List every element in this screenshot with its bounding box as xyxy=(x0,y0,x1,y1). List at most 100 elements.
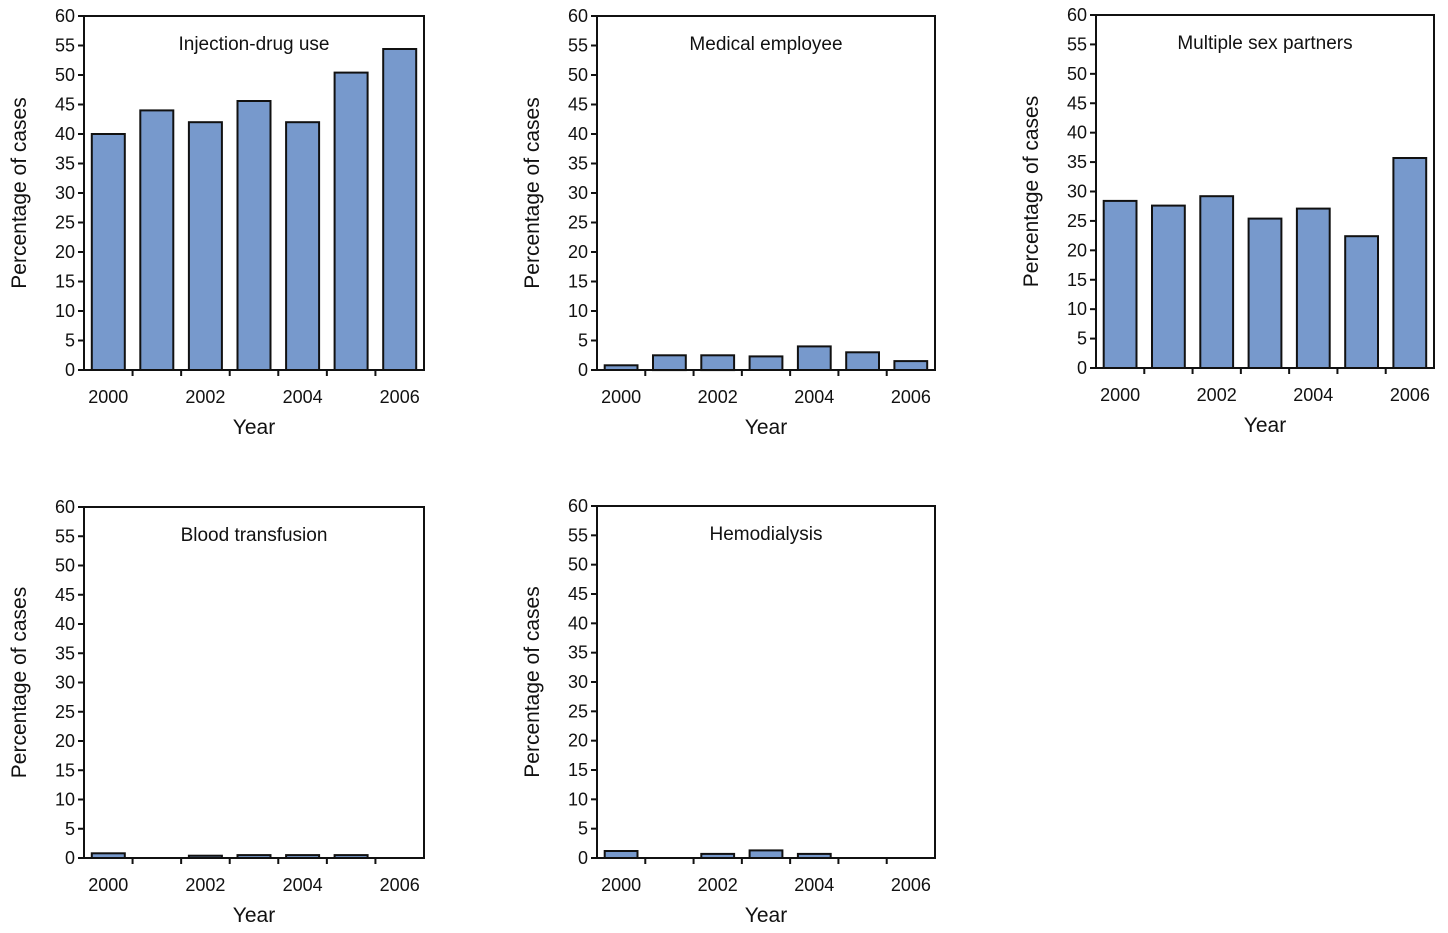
x-tick-label-2004: 2004 xyxy=(1293,385,1333,405)
y-tick-label-40: 40 xyxy=(1067,123,1087,143)
y-tick-label-0: 0 xyxy=(578,848,588,868)
y-tick-label-20: 20 xyxy=(55,242,75,262)
bar-2004 xyxy=(285,121,321,371)
y-tick-label-10: 10 xyxy=(568,789,588,809)
x-tick-label-2000: 2000 xyxy=(601,875,641,895)
bar-2006 xyxy=(382,48,418,371)
bar-2005 xyxy=(333,71,369,371)
y-tick-label-55: 55 xyxy=(568,36,588,56)
x-tick-label-2006: 2006 xyxy=(891,387,931,407)
y-tick-label-25: 25 xyxy=(55,702,75,722)
bar-2001 xyxy=(139,109,175,372)
y-tick-label-35: 35 xyxy=(568,154,588,174)
y-tick-label-35: 35 xyxy=(55,643,75,663)
x-tick-label-2006: 2006 xyxy=(380,875,420,895)
panel-title: Hemodialysis xyxy=(710,524,823,545)
y-tick-label-60: 60 xyxy=(1067,5,1087,25)
x-tick-label-2002: 2002 xyxy=(1197,385,1237,405)
bar-2006 xyxy=(893,360,929,372)
chart-panel-5: 0 5 10 15 20 25 30 35 40 45 50 55 60 2000 2002 2004 2006… xyxy=(521,496,936,927)
x-tick-label-2006: 2006 xyxy=(1390,385,1430,405)
x-tick-label-2002: 2002 xyxy=(698,875,738,895)
y-tick-label-15: 15 xyxy=(55,760,75,780)
bar-2005 xyxy=(845,351,881,371)
bar-2002 xyxy=(700,354,736,372)
y-tick-label-5: 5 xyxy=(1077,329,1087,349)
y-tick-label-30: 30 xyxy=(55,183,75,203)
y-tick-label-60: 60 xyxy=(568,6,588,26)
y-tick-label-30: 30 xyxy=(568,672,588,692)
y-tick-label-25: 25 xyxy=(1067,211,1087,231)
bar-2004 xyxy=(796,345,832,371)
y-tick-label-20: 20 xyxy=(1067,240,1087,260)
y-tick-label-40: 40 xyxy=(568,124,588,144)
x-tick-label-2004: 2004 xyxy=(283,875,323,895)
x-tick-label-2004: 2004 xyxy=(283,387,323,407)
y-tick-label-20: 20 xyxy=(568,731,588,751)
x-tick-label-2002: 2002 xyxy=(698,387,738,407)
chart-panel-3: 0 5 10 15 20 25 30 35 40 45 50 55 60 2000 2002 2004 2006… xyxy=(1020,5,1435,437)
y-tick-label-20: 20 xyxy=(568,242,588,262)
x-tick-label-2000: 2000 xyxy=(601,387,641,407)
panel-title: Medical employee xyxy=(689,34,842,55)
y-tick-label-60: 60 xyxy=(568,496,588,516)
y-tick-label-15: 15 xyxy=(568,272,588,292)
y-tick-label-40: 40 xyxy=(55,124,75,144)
x-axis-title: Year xyxy=(233,416,275,439)
bar-2000 xyxy=(603,850,639,859)
y-tick-label-0: 0 xyxy=(578,360,588,380)
y-tick-label-50: 50 xyxy=(1067,64,1087,84)
y-tick-label-50: 50 xyxy=(55,65,75,85)
bar-2001 xyxy=(1151,204,1186,369)
y-tick-label-40: 40 xyxy=(568,613,588,633)
x-tick-label-2000: 2000 xyxy=(88,875,128,895)
chart-panel-4: 0 5 10 15 20 25 30 35 40 45 50 55 60 2000 2002 2004 2006… xyxy=(8,497,425,927)
y-tick-label-15: 15 xyxy=(568,760,588,780)
x-tick-label-2000: 2000 xyxy=(1100,385,1140,405)
y-tick-label-50: 50 xyxy=(55,556,75,576)
x-tick-label-2004: 2004 xyxy=(794,875,834,895)
y-tick-label-45: 45 xyxy=(1067,93,1087,113)
x-axis-title: Year xyxy=(745,904,787,927)
y-tick-label-20: 20 xyxy=(55,731,75,751)
y-axis-title: Percentage of cases xyxy=(521,97,544,288)
y-tick-label-5: 5 xyxy=(578,331,588,351)
y-tick-label-10: 10 xyxy=(55,790,75,810)
y-tick-label-25: 25 xyxy=(55,213,75,233)
y-tick-label-60: 60 xyxy=(55,6,75,26)
y-tick-label-45: 45 xyxy=(55,585,75,605)
y-tick-label-45: 45 xyxy=(568,584,588,604)
bar-2000 xyxy=(90,133,126,371)
panel-title: Multiple sex partners xyxy=(1177,33,1352,54)
x-axis-title: Year xyxy=(1244,414,1286,437)
y-axis-title: Percentage of cases xyxy=(1020,96,1043,287)
y-tick-label-35: 35 xyxy=(55,154,75,174)
y-tick-label-30: 30 xyxy=(568,183,588,203)
plot-frame xyxy=(83,506,425,859)
plot-frame xyxy=(596,505,936,859)
y-tick-label-0: 0 xyxy=(65,360,75,380)
bar-2002 xyxy=(1199,195,1235,369)
bar-2003 xyxy=(748,355,784,371)
y-tick-label-25: 25 xyxy=(568,213,588,233)
bar-2005 xyxy=(1344,235,1379,369)
bar-2003 xyxy=(748,849,784,860)
panel-title: Blood transfusion xyxy=(181,525,328,546)
plot-frame xyxy=(596,15,936,371)
y-tick-label-40: 40 xyxy=(55,614,75,634)
bar-2001 xyxy=(652,354,687,372)
y-axis-title: Percentage of cases xyxy=(521,586,544,777)
x-tick-label-2002: 2002 xyxy=(185,387,225,407)
y-tick-label-10: 10 xyxy=(55,301,75,321)
chart-panel-2: 0 5 10 15 20 25 30 35 40 45 50 55 60 2000 2002 2004 2006… xyxy=(521,6,936,439)
y-tick-label-55: 55 xyxy=(1067,34,1087,54)
y-axis-title: Percentage of cases xyxy=(8,587,31,778)
x-tick-label-2006: 2006 xyxy=(380,387,420,407)
y-tick-label-15: 15 xyxy=(1067,270,1087,290)
y-axis-title: Percentage of cases xyxy=(8,97,31,288)
y-tick-label-25: 25 xyxy=(568,701,588,721)
y-tick-label-10: 10 xyxy=(1067,299,1087,319)
x-tick-label-2002: 2002 xyxy=(185,875,225,895)
x-axis-title: Year xyxy=(745,416,787,439)
